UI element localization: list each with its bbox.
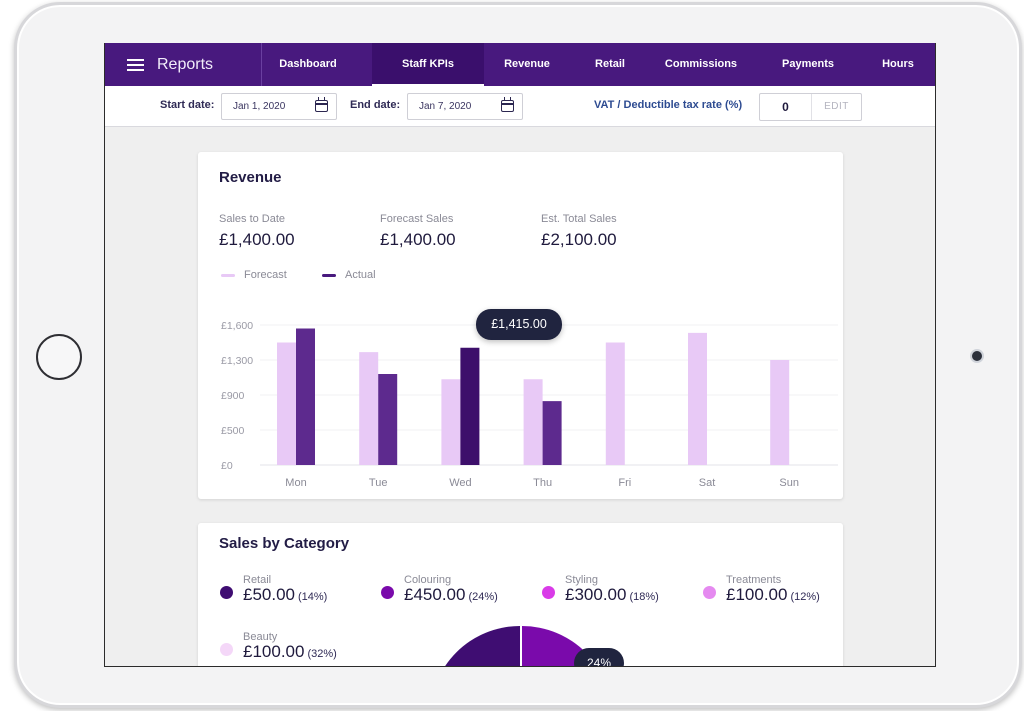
sales-by-category-title: Sales by Category <box>219 535 350 552</box>
category-label: Beauty <box>243 631 278 643</box>
vat-edit-button[interactable]: EDIT <box>824 101 849 112</box>
x-tick-label: Tue <box>369 477 388 489</box>
y-tick-label: £900 <box>221 390 245 402</box>
x-tick-label: Thu <box>533 477 552 489</box>
end-date-value: Jan 7, 2020 <box>419 101 472 112</box>
category-pie-chart <box>445 626 597 666</box>
start-date-input[interactable]: Jan 1, 2020 <box>221 93 337 120</box>
y-tick-label: £1,300 <box>221 355 253 367</box>
category-value: £100.00 (32%) <box>243 642 337 661</box>
sales-to-date-label: Sales to Date <box>219 213 286 225</box>
category-percent: (24%) <box>468 591 498 603</box>
category-percent: (18%) <box>629 591 659 603</box>
tab-retail[interactable]: Retail <box>595 58 625 70</box>
tab-revenue[interactable]: Revenue <box>504 58 550 70</box>
app-title: Reports <box>157 55 214 73</box>
x-tick-label: Wed <box>449 477 471 489</box>
y-tick-label: £0 <box>221 460 233 472</box>
legend-forecast-swatch <box>221 273 235 277</box>
tab-commissions[interactable]: Commissions <box>664 58 738 70</box>
bar-actual-mon <box>296 328 315 465</box>
x-tick-label: Mon <box>285 477 306 489</box>
category-percent: (12%) <box>790 591 820 603</box>
tab-dashboard[interactable]: Dashboard <box>279 58 337 70</box>
end-date-label: End date: <box>350 99 401 111</box>
revenue-card: Revenue Sales to Date £1,400.00 Forecast… <box>198 152 843 499</box>
end-date-input[interactable]: Jan 7, 2020 <box>407 93 523 120</box>
x-tick-label: Fri <box>618 477 631 489</box>
category-dot <box>703 586 716 599</box>
home-button[interactable] <box>36 334 82 380</box>
forecast-sales-value: £1,400.00 <box>380 230 456 249</box>
legend-forecast[interactable]: Forecast <box>221 269 287 281</box>
vat-rate-label: VAT / Deductible tax rate (%) <box>594 99 743 111</box>
category-value: £300.00 (18%) <box>565 585 659 604</box>
legend-actual[interactable]: Actual <box>322 269 376 281</box>
tab-hours[interactable]: Hours <box>882 58 914 70</box>
category-dot <box>220 586 233 599</box>
y-tick-label: £1,600 <box>221 320 253 332</box>
bar-forecast-thu <box>523 379 543 465</box>
category-percent: (32%) <box>307 648 337 660</box>
bar-forecast-sun <box>770 360 790 465</box>
category-dot <box>220 643 233 656</box>
filter-bar: Start date: Jan 1, 2020 End date: Jan 7,… <box>105 86 935 127</box>
hamburger-menu-icon[interactable] <box>127 58 144 71</box>
revenue-bar-chart: £0 £500 £900 £1,300 £1,600 Mon Tue Wed Thu Fri Sat… <box>221 320 838 489</box>
category-value: £450.00 (24%) <box>404 585 498 604</box>
camera-icon <box>972 351 982 361</box>
x-tick-label: Sat <box>699 477 716 489</box>
category-percent: (14%) <box>298 591 328 603</box>
y-tick-label: £500 <box>221 425 245 437</box>
x-tick-label: Sun <box>779 477 799 489</box>
category-label: Retail <box>243 574 272 586</box>
sales-to-date-value: £1,400.00 <box>219 230 295 249</box>
pie-slice-retail <box>445 626 520 666</box>
bar-forecast-tue <box>359 352 379 465</box>
bar-forecast-fri <box>605 342 625 465</box>
bar-forecast-wed <box>441 379 461 465</box>
category-label: Styling <box>565 574 599 586</box>
legend-actual-label: Actual <box>345 269 376 281</box>
category-value: £50.00 (14%) <box>243 585 328 604</box>
start-date-value: Jan 1, 2020 <box>233 101 286 112</box>
est-total-sales-value: £2,100.00 <box>541 230 617 249</box>
est-total-sales-label: Est. Total Sales <box>541 213 617 225</box>
top-nav: Reports Dashboard Staff KPIs Revenue Ret… <box>105 43 935 86</box>
tab-payments[interactable]: Payments <box>782 58 834 70</box>
category-dot <box>381 586 394 599</box>
vat-rate-field: 0 EDIT <box>759 93 862 121</box>
sales-by-category-card: Sales by Category Retail £50.00 (14%) Col… <box>198 523 843 666</box>
chart-tooltip: £1,415.00 <box>476 309 562 340</box>
legend-actual-swatch <box>322 273 336 277</box>
category-dot <box>542 586 555 599</box>
calendar-icon[interactable] <box>501 97 514 112</box>
category-label: Treatments <box>726 574 782 586</box>
brand: Reports <box>105 43 262 86</box>
pie-percent-badge: 24% <box>574 648 624 666</box>
bar-actual-tue <box>378 374 398 465</box>
tab-staff-kpis[interactable]: Staff KPIs <box>372 43 484 86</box>
vat-rate-input[interactable]: 0 <box>760 94 812 120</box>
start-date-label: Start date: <box>160 99 215 111</box>
bar-forecast-sat <box>688 332 707 465</box>
bar-forecast-mon <box>277 342 296 465</box>
legend-forecast-label: Forecast <box>244 269 287 281</box>
forecast-sales-label: Forecast Sales <box>380 213 454 225</box>
category-value: £100.00 (12%) <box>726 585 820 604</box>
app-screen: Reports Dashboard Staff KPIs Revenue Ret… <box>104 43 936 667</box>
category-label: Colouring <box>404 574 452 586</box>
bar-actual-thu <box>542 401 562 465</box>
bar-actual-wed <box>460 347 480 465</box>
revenue-title: Revenue <box>219 169 282 186</box>
calendar-icon[interactable] <box>315 97 328 112</box>
